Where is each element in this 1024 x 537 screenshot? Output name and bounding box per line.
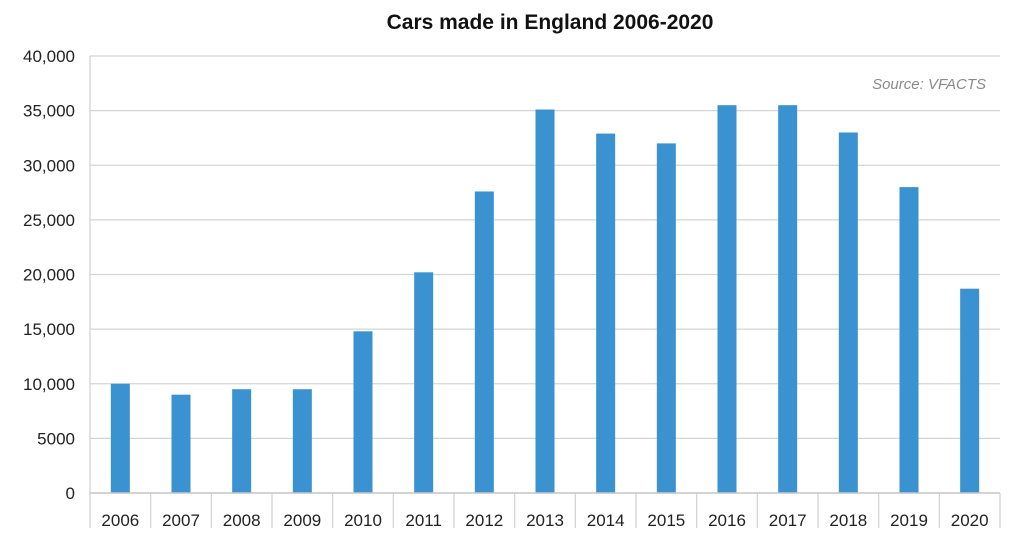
y-tick-label: 20,000 [23, 266, 75, 285]
y-axis: 0 5000 10,000 15,000 20,000 25,000 30,000 35,00… [23, 47, 75, 503]
bar [292, 389, 312, 493]
bar [232, 389, 252, 493]
bars [110, 105, 980, 493]
x-tick-label: 2020 [951, 511, 989, 530]
x-tick-label: 2016 [708, 511, 746, 530]
x-tick-label: 2019 [890, 511, 928, 530]
x-tick-label: 2011 [405, 511, 442, 530]
x-tick-label: 2009 [283, 511, 321, 530]
bar [656, 143, 676, 493]
x-tick-label: 2014 [587, 511, 625, 530]
bar [171, 394, 191, 493]
x-tick-label: 2018 [829, 511, 867, 530]
y-tick-label: 15,000 [23, 320, 75, 339]
x-tick-label: 2015 [647, 511, 685, 530]
x-tick-label: 2012 [465, 511, 503, 530]
chart-title: Cars made in England 2006-2020 [387, 11, 714, 34]
x-tick-label: 2017 [769, 511, 807, 530]
source-note: Source: VFACTS [872, 76, 986, 93]
y-tick-label: 10,000 [23, 375, 75, 394]
bar [838, 132, 858, 493]
y-tick-label: 35,000 [23, 102, 75, 121]
bar [535, 109, 555, 493]
bar [474, 191, 494, 493]
bar [414, 272, 434, 493]
bar [353, 331, 373, 493]
y-tick-label: 40,000 [23, 47, 75, 66]
bar [778, 105, 798, 493]
bar [596, 133, 616, 493]
y-tick-label: 5000 [37, 429, 75, 448]
x-tick-label: 2013 [526, 511, 564, 530]
x-tick-label: 2007 [162, 511, 200, 530]
bar [960, 288, 980, 493]
bar [899, 187, 919, 493]
y-tick-label: 30,000 [23, 156, 75, 175]
bar [717, 105, 737, 493]
x-axis: 2006 2007 2008 2009 2010 2011 2012 2013 2014 2015… [89, 492, 1001, 530]
x-tick-label: 2008 [223, 511, 261, 530]
x-tick-label: 2006 [101, 511, 139, 530]
bar [110, 383, 130, 493]
x-tick-label: 2010 [344, 511, 382, 530]
y-tick-label: 25,000 [23, 211, 75, 230]
y-tick-label: 0 [66, 484, 75, 503]
